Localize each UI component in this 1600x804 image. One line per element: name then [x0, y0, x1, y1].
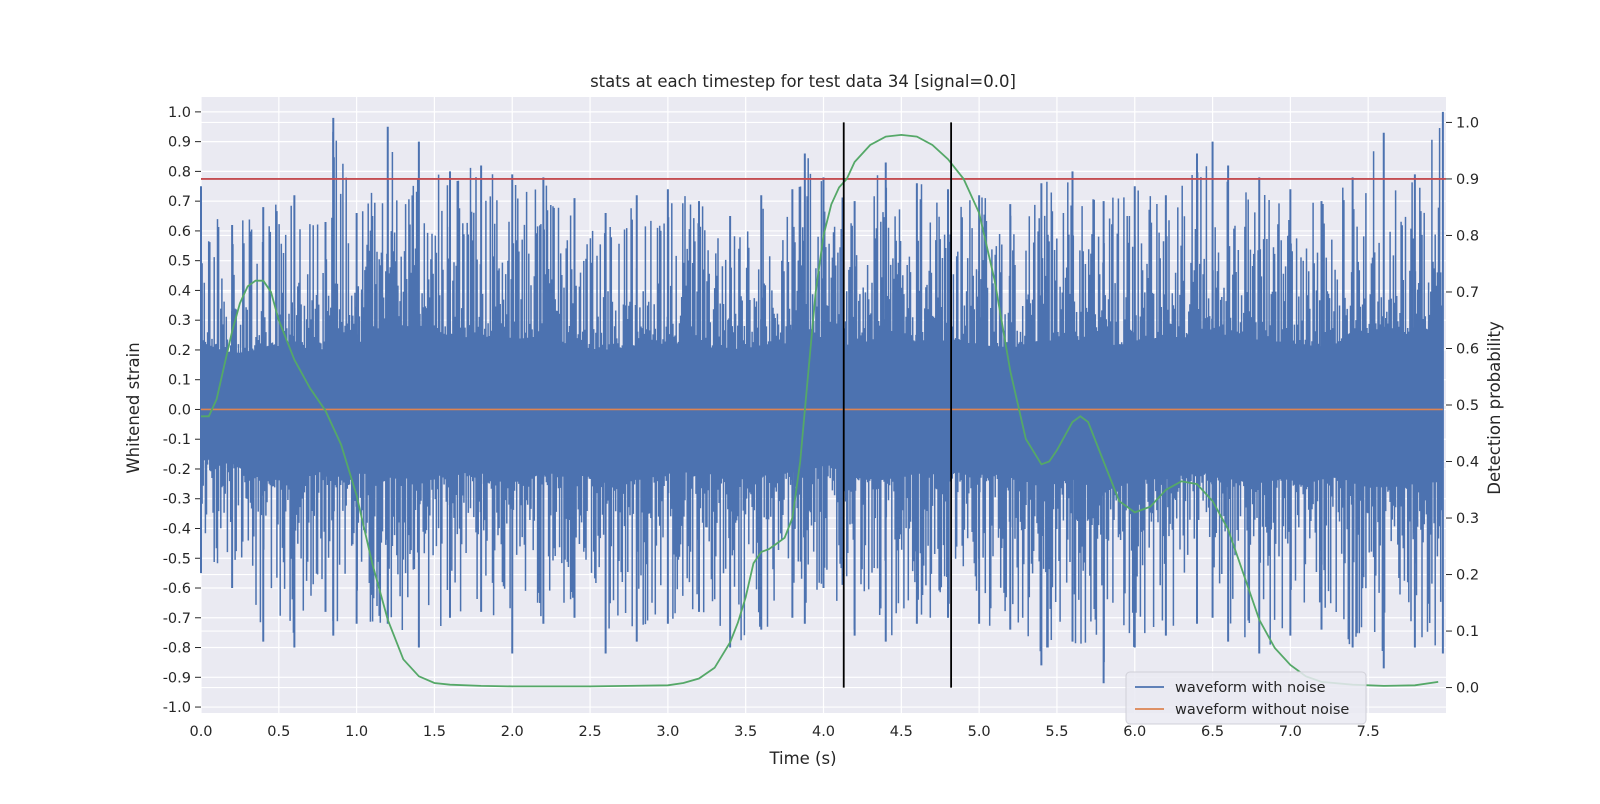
- y2-tick-label: 0.3: [1456, 511, 1479, 527]
- x-tick-label: 3.5: [734, 724, 757, 740]
- x-tick-label: 0.5: [267, 724, 290, 740]
- legend-label: waveform without noise: [1175, 702, 1349, 718]
- y-tick-label: -1.0: [163, 700, 191, 716]
- legend-label: waveform with noise: [1175, 680, 1326, 696]
- y2-axis-label: Detection probability: [1485, 321, 1504, 495]
- y-tick-label: 0.4: [168, 283, 191, 299]
- y2-tick-label: 0.9: [1456, 172, 1479, 188]
- y2-tick-label: 0.6: [1456, 341, 1479, 357]
- x-tick-label: 0.0: [189, 724, 212, 740]
- y2-tick-label: 0.0: [1456, 681, 1479, 697]
- x-tick-label: 6.0: [1123, 724, 1146, 740]
- y-tick-label: 0.3: [168, 313, 191, 329]
- y-tick-label: 0.6: [168, 224, 191, 240]
- x-tick-label: 6.5: [1201, 724, 1224, 740]
- y-tick-label: -0.1: [163, 432, 191, 448]
- x-tick-label: 1.0: [345, 724, 368, 740]
- y2-tick-label: 0.8: [1456, 228, 1479, 244]
- y-tick-label: 0.2: [168, 343, 191, 359]
- y-tick-label: 0.7: [168, 194, 191, 210]
- x-tick-label: 1.5: [423, 724, 446, 740]
- y2-tick-label: 0.4: [1456, 455, 1479, 471]
- legend-box: [1125, 671, 1367, 725]
- y-tick-label: 0.1: [168, 373, 191, 389]
- y-tick-label: -0.2: [163, 462, 191, 478]
- x-tick-label: 7.5: [1357, 724, 1380, 740]
- y2-tick-label: 0.2: [1456, 568, 1479, 584]
- x-tick-label: 4.5: [890, 724, 913, 740]
- y-tick-label: -0.6: [163, 581, 191, 597]
- y-axis-label: Whitened strain: [124, 342, 143, 473]
- x-tick-label: 4.0: [812, 724, 835, 740]
- y-tick-label: -0.4: [163, 521, 191, 537]
- y-tick-label: 0.8: [168, 164, 191, 180]
- x-axis-label: Time (s): [768, 749, 836, 768]
- y2-tick-label: 0.7: [1456, 285, 1479, 301]
- y-tick-label: 0.9: [168, 135, 191, 151]
- y-tick-label: -0.8: [163, 641, 191, 657]
- y-tick-label: -0.5: [163, 551, 191, 567]
- x-tick-label: 2.0: [501, 724, 524, 740]
- y2-tick-label: 1.0: [1456, 115, 1479, 131]
- series-detection-probability-line: [201, 133, 1439, 688]
- y-tick-label: 1.0: [168, 105, 191, 121]
- y2-tick-label: 0.1: [1456, 624, 1479, 640]
- y-tick-label: -0.9: [163, 670, 191, 686]
- x-tick-label: 5.5: [1045, 724, 1068, 740]
- x-tick-label: 2.5: [579, 724, 602, 740]
- x-tick-label: 5.0: [968, 724, 991, 740]
- y-tick-label: 0.5: [168, 254, 191, 270]
- y-tick-label: 0.0: [168, 402, 191, 418]
- x-tick-label: 3.0: [656, 724, 679, 740]
- y2-tick-label: 0.5: [1456, 398, 1479, 414]
- chart-title: stats at each timestep for test data 34 …: [590, 72, 1016, 91]
- y-tick-label: -0.3: [163, 492, 191, 508]
- y-tick-label: -0.7: [163, 611, 191, 627]
- x-tick-label: 7.0: [1279, 724, 1302, 740]
